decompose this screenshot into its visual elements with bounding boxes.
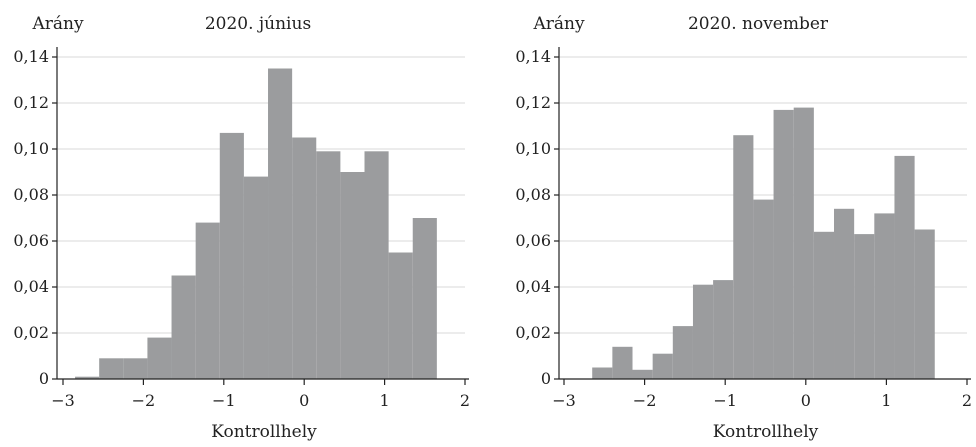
y-tick-label: 0,04 [13, 277, 49, 296]
y-tick-label: 0,12 [13, 93, 49, 112]
histogram-bar [268, 68, 293, 379]
histogram-bar [592, 367, 613, 379]
panel-title: 2020. június [205, 14, 311, 34]
histogram-bar [773, 109, 794, 380]
histogram-bar [340, 172, 365, 379]
panel-title: 2020. november [688, 14, 829, 34]
histogram-bar [123, 358, 148, 379]
x-tick-label: −2 [132, 391, 156, 410]
histogram-panel-1: 0 0,02 0,04 0,06 0,08 0,10 0,12 0,14 −3 −2 −1 0 1 2 Ar… [13, 14, 470, 442]
x-tick-label: −3 [51, 391, 75, 410]
histogram-bar [243, 176, 269, 379]
x-tick-label: −2 [633, 391, 657, 410]
histogram-bar [713, 280, 734, 379]
histogram-bar [733, 135, 754, 379]
x-tick-label: −3 [552, 391, 576, 410]
histogram-bar [874, 213, 895, 379]
histogram-bar [854, 234, 875, 379]
histogram-bar [99, 358, 124, 379]
x-tick-label: 0 [299, 391, 309, 410]
histogram-bar [894, 155, 915, 379]
histogram-bar [834, 208, 855, 379]
y-tick-label: 0 [541, 369, 551, 388]
histogram-bar [219, 132, 244, 379]
y-tick-label: 0,02 [13, 323, 49, 342]
histogram-bar [692, 284, 714, 379]
y-tick-label: 0 [39, 369, 49, 388]
histogram-bar [813, 231, 835, 379]
x-tick-label: 1 [380, 391, 390, 410]
y-axis-title: Arány [532, 14, 584, 34]
histogram-bar [793, 107, 814, 379]
y-tick-label: 0,08 [515, 185, 551, 204]
histogram-bar [612, 346, 633, 379]
histogram-panel-2: 0 0,02 0,04 0,06 0,08 0,10 0,12 0,14 −3 −2 −1 0 1 2 Ar… [515, 14, 972, 442]
y-tick-label: 0,10 [13, 139, 49, 158]
x-tick-label: 2 [460, 391, 470, 410]
y-tick-label: 0,02 [515, 323, 551, 342]
histogram-bar [292, 137, 317, 379]
x-tick-label: 1 [881, 391, 891, 410]
x-tick-label: −1 [713, 391, 737, 410]
histogram-bar [147, 337, 172, 379]
histogram-bar [364, 151, 389, 379]
x-axis-title: Kontrollhely [713, 422, 819, 442]
histogram-bar [75, 376, 100, 379]
histogram-bar [412, 218, 437, 379]
x-axis-title: Kontrollhely [211, 422, 317, 442]
y-tick-label: 0,10 [515, 139, 551, 158]
x-tick-label: 0 [801, 391, 811, 410]
y-axis-title: Arány [31, 14, 83, 34]
histogram-bar [914, 229, 935, 379]
histogram-bar [195, 222, 220, 379]
y-tick-label: 0,14 [13, 47, 49, 66]
histogram-bar [316, 151, 341, 379]
y-tick-label: 0,12 [515, 93, 551, 112]
y-tick-label: 0,08 [13, 185, 49, 204]
y-tick-label: 0,06 [515, 231, 551, 250]
x-tick-label: 2 [962, 391, 972, 410]
histogram-bar [652, 353, 673, 379]
histogram-bar [632, 369, 653, 379]
y-tick-label: 0,04 [515, 277, 551, 296]
histogram-bar [672, 326, 693, 379]
histogram-bar [171, 275, 196, 379]
histogram-bar [388, 252, 413, 379]
x-tick-label: −1 [212, 391, 236, 410]
histogram-bar [753, 199, 774, 379]
y-tick-label: 0,06 [13, 231, 49, 250]
y-tick-label: 0,14 [515, 47, 551, 66]
